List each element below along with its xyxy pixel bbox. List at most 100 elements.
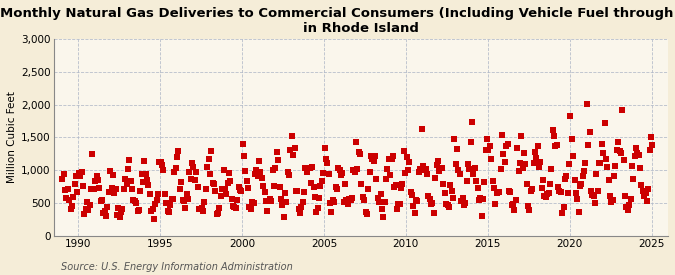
- Point: [558, 205, 569, 209]
- Point: [106, 186, 117, 190]
- Point: [512, 146, 522, 150]
- Point: [195, 207, 206, 211]
- Point: [612, 148, 622, 152]
- Point: [614, 149, 625, 153]
- Point: [115, 210, 126, 214]
- Point: [317, 178, 327, 183]
- Point: [392, 207, 402, 211]
- Point: [98, 211, 109, 215]
- Point: [389, 185, 400, 189]
- Point: [269, 184, 279, 188]
- Point: [138, 180, 148, 185]
- Point: [479, 180, 490, 185]
- Point: [362, 212, 373, 216]
- Point: [564, 162, 574, 167]
- Point: [449, 136, 460, 141]
- Point: [573, 209, 584, 214]
- Point: [174, 187, 185, 191]
- Point: [400, 171, 410, 176]
- Point: [415, 167, 426, 171]
- Point: [315, 184, 326, 189]
- Point: [102, 205, 113, 209]
- Point: [329, 200, 340, 204]
- Point: [643, 187, 653, 191]
- Point: [83, 207, 94, 212]
- Point: [577, 174, 588, 178]
- Point: [493, 190, 504, 195]
- Point: [393, 202, 404, 206]
- Point: [256, 175, 267, 180]
- Point: [632, 151, 643, 155]
- Point: [427, 201, 438, 205]
- Point: [261, 199, 271, 203]
- Point: [282, 170, 293, 174]
- Point: [442, 203, 453, 208]
- Point: [520, 162, 531, 166]
- Point: [94, 186, 105, 190]
- Point: [213, 211, 223, 215]
- Point: [154, 160, 165, 164]
- Point: [599, 121, 610, 125]
- Point: [234, 187, 245, 192]
- Point: [143, 182, 154, 187]
- Point: [568, 154, 578, 158]
- Point: [438, 182, 449, 186]
- Point: [522, 204, 533, 208]
- Point: [300, 166, 311, 170]
- Point: [267, 168, 278, 172]
- Point: [279, 190, 290, 195]
- Point: [64, 198, 75, 203]
- Point: [464, 167, 475, 172]
- Point: [219, 187, 230, 192]
- Point: [588, 194, 599, 198]
- Point: [296, 205, 306, 209]
- Point: [200, 186, 211, 191]
- Point: [223, 170, 234, 175]
- Point: [386, 157, 397, 161]
- Point: [335, 172, 346, 177]
- Point: [422, 172, 433, 177]
- Point: [528, 160, 539, 165]
- Point: [402, 167, 413, 172]
- Point: [518, 150, 529, 155]
- Point: [554, 189, 565, 194]
- Point: [327, 198, 338, 202]
- Point: [406, 193, 417, 197]
- Point: [640, 191, 651, 196]
- Point: [162, 209, 173, 213]
- Point: [90, 179, 101, 183]
- Point: [182, 192, 192, 196]
- Point: [171, 155, 182, 159]
- Point: [639, 194, 649, 198]
- Point: [319, 145, 330, 150]
- Point: [292, 188, 302, 193]
- Point: [584, 130, 595, 134]
- Point: [624, 203, 634, 207]
- Point: [366, 154, 377, 158]
- Point: [284, 173, 294, 177]
- Point: [551, 143, 562, 147]
- Point: [277, 203, 288, 207]
- Point: [71, 174, 82, 178]
- Point: [198, 208, 209, 213]
- Point: [494, 189, 505, 194]
- Point: [468, 172, 479, 177]
- Point: [457, 196, 468, 200]
- Point: [207, 181, 218, 185]
- Point: [470, 179, 481, 183]
- Point: [509, 208, 520, 213]
- Point: [466, 120, 477, 125]
- Point: [270, 165, 281, 170]
- Point: [595, 160, 606, 165]
- Point: [123, 167, 134, 171]
- Point: [454, 172, 465, 177]
- Point: [230, 206, 241, 211]
- Point: [183, 197, 194, 202]
- Point: [645, 135, 656, 139]
- Point: [618, 158, 629, 163]
- Point: [430, 175, 441, 180]
- Point: [113, 206, 124, 210]
- Point: [538, 178, 549, 183]
- Point: [285, 148, 296, 152]
- Point: [437, 165, 448, 170]
